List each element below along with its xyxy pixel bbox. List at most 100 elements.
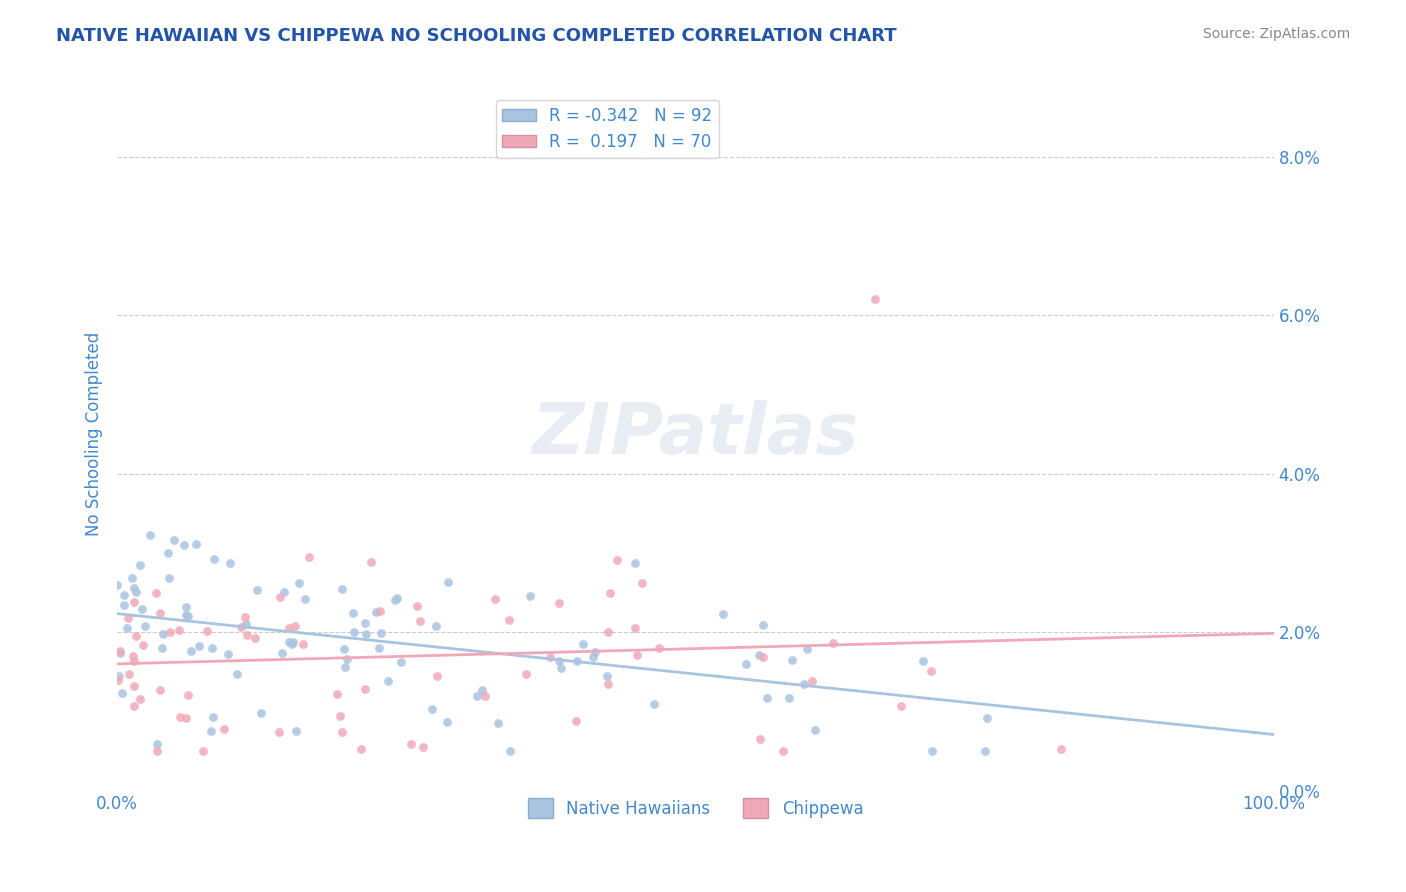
Point (624, 556, 647, 570)
Point (156, 546, 179, 560)
Point (149, 682, 172, 697)
Point (105, 578, 128, 592)
Point (108, 646, 131, 660)
Point (111, 686, 134, 700)
Point (250, 706, 273, 720)
Point (121, 571, 143, 585)
Point (231, 620, 253, 634)
Point (550, 661, 572, 675)
Point (294, 592, 316, 607)
Point (389, 655, 412, 669)
Point (648, 640, 671, 655)
Text: Source: ZipAtlas.com: Source: ZipAtlas.com (1202, 27, 1350, 41)
Point (122, 581, 145, 595)
Point (596, 624, 619, 639)
Point (547, 653, 569, 667)
Point (920, 665, 942, 679)
Point (976, 711, 998, 725)
Point (565, 714, 588, 728)
Point (385, 591, 408, 606)
Point (149, 607, 172, 621)
Point (486, 716, 509, 731)
Point (125, 629, 148, 643)
Point (582, 650, 605, 665)
Point (298, 550, 321, 565)
Point (131, 602, 153, 616)
Point (772, 744, 794, 758)
Point (150, 640, 173, 655)
Point (572, 637, 595, 651)
Point (180, 644, 202, 658)
Point (235, 616, 257, 631)
Point (163, 533, 186, 547)
Point (354, 681, 377, 696)
Point (804, 723, 827, 738)
Point (624, 622, 647, 636)
Point (484, 591, 506, 606)
Point (112, 598, 135, 612)
Point (499, 744, 522, 758)
Point (426, 669, 449, 683)
Point (425, 619, 447, 633)
Point (408, 615, 430, 629)
Point (801, 674, 824, 689)
Point (596, 669, 619, 683)
Point (420, 702, 443, 716)
Point (287, 575, 309, 590)
Point (890, 698, 912, 713)
Point (364, 605, 387, 619)
Point (823, 636, 845, 650)
Point (278, 621, 301, 635)
Point (269, 591, 291, 605)
Point (921, 744, 943, 758)
Point (498, 613, 520, 627)
Point (755, 690, 778, 705)
Point (129, 692, 152, 706)
Point (278, 634, 301, 648)
Point (174, 711, 197, 725)
Point (350, 741, 373, 756)
Point (283, 634, 305, 648)
Point (354, 627, 377, 641)
Point (368, 640, 391, 655)
Point (333, 642, 356, 657)
Point (547, 596, 569, 610)
Point (195, 624, 218, 638)
Point (184, 537, 207, 551)
Point (174, 600, 197, 615)
Point (125, 584, 148, 599)
Point (583, 645, 606, 659)
Point (217, 647, 239, 661)
Point (465, 690, 488, 704)
Point (368, 604, 391, 618)
Point (177, 609, 200, 624)
Point (134, 619, 156, 633)
Point (336, 652, 359, 666)
Point (401, 737, 423, 751)
Point (270, 646, 292, 660)
Point (226, 666, 249, 681)
Point (159, 624, 181, 639)
Point (330, 725, 353, 739)
Point (778, 691, 800, 706)
Point (108, 668, 131, 682)
Point (122, 698, 145, 713)
Point (146, 737, 169, 751)
Text: ZIPatlas: ZIPatlas (531, 400, 859, 468)
Point (284, 723, 307, 738)
Point (117, 611, 139, 625)
Point (437, 574, 460, 589)
Point (169, 710, 191, 724)
Text: NATIVE HAWAIIAN VS CHIPPEWA NO SCHOOLING COMPLETED CORRELATION CHART: NATIVE HAWAIIAN VS CHIPPEWA NO SCHOOLING… (56, 27, 897, 45)
Point (152, 626, 174, 640)
Point (191, 744, 214, 758)
Point (406, 599, 429, 614)
Point (748, 648, 770, 662)
Point (243, 631, 266, 645)
Point (281, 638, 304, 652)
Point (780, 653, 803, 667)
Point (343, 624, 366, 639)
Point (377, 673, 399, 688)
Point (735, 657, 758, 671)
Point (606, 553, 628, 567)
